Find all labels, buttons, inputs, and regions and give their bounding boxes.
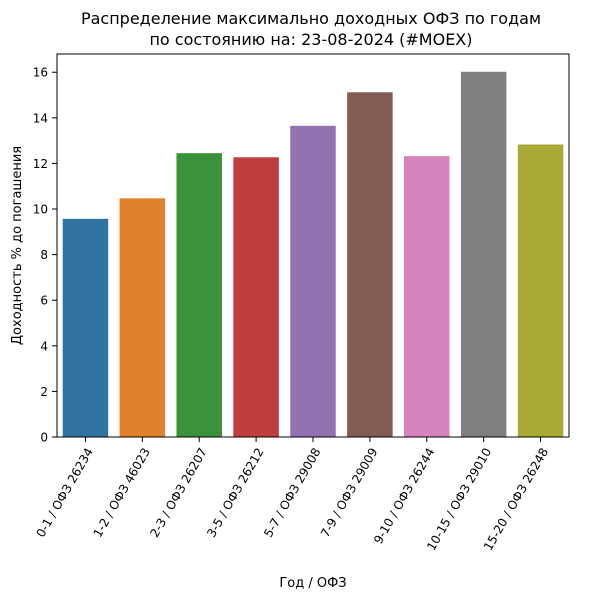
y-tick-label: 8 <box>40 248 48 262</box>
bar-8 <box>460 71 507 437</box>
y-axis: 0 2 4 6 8 10 12 14 16 <box>33 66 57 445</box>
y-tick-label: 10 <box>33 203 48 217</box>
chart-title: Распределение максимально доходных ОФЗ п… <box>81 9 541 28</box>
x-tick-label: 1-2 / ОФЗ 46023 <box>90 446 152 540</box>
bars-group <box>62 71 564 438</box>
y-tick-label: 2 <box>40 385 48 399</box>
x-tick-label: 3-5 / ОФЗ 26212 <box>204 446 266 540</box>
x-tick-label: 7-9 / ОФЗ 29009 <box>318 446 380 540</box>
x-tick-label: 5-7 / ОФЗ 29008 <box>261 446 323 540</box>
bar-4 <box>233 157 279 437</box>
y-axis-label: Доходность % до погашения <box>10 146 25 345</box>
x-tick-label: 9-10 / ОФЗ 26244 <box>371 446 437 547</box>
y-tick-label: 0 <box>40 431 48 445</box>
bar-2 <box>119 198 166 437</box>
chart-subtitle: по состоянию на: 23-08-2024 (#MOEX) <box>149 30 472 49</box>
bar-3 <box>176 153 222 438</box>
y-tick-label: 12 <box>33 157 48 171</box>
x-tick-label: 0-1 / ОФЗ 26234 <box>34 446 96 540</box>
y-tick-label: 6 <box>40 294 48 308</box>
plot-frame <box>56 53 570 438</box>
x-tick-label: 15-20 / ОФЗ 26248 <box>481 446 551 553</box>
bar-1 <box>62 218 109 437</box>
x-tick-label: 10-15 / ОФЗ 29010 <box>424 446 494 553</box>
x-tick-label: 2-3 / ОФЗ 26207 <box>147 446 209 540</box>
bar-6 <box>347 92 393 438</box>
bar-7 <box>404 156 450 437</box>
y-tick-label: 16 <box>33 66 48 80</box>
bar-9 <box>517 144 564 437</box>
x-axis-label: Год / ОФЗ <box>279 576 346 591</box>
bar-5 <box>290 125 336 437</box>
y-tick-label: 14 <box>33 111 48 125</box>
y-tick-label: 4 <box>40 339 48 353</box>
